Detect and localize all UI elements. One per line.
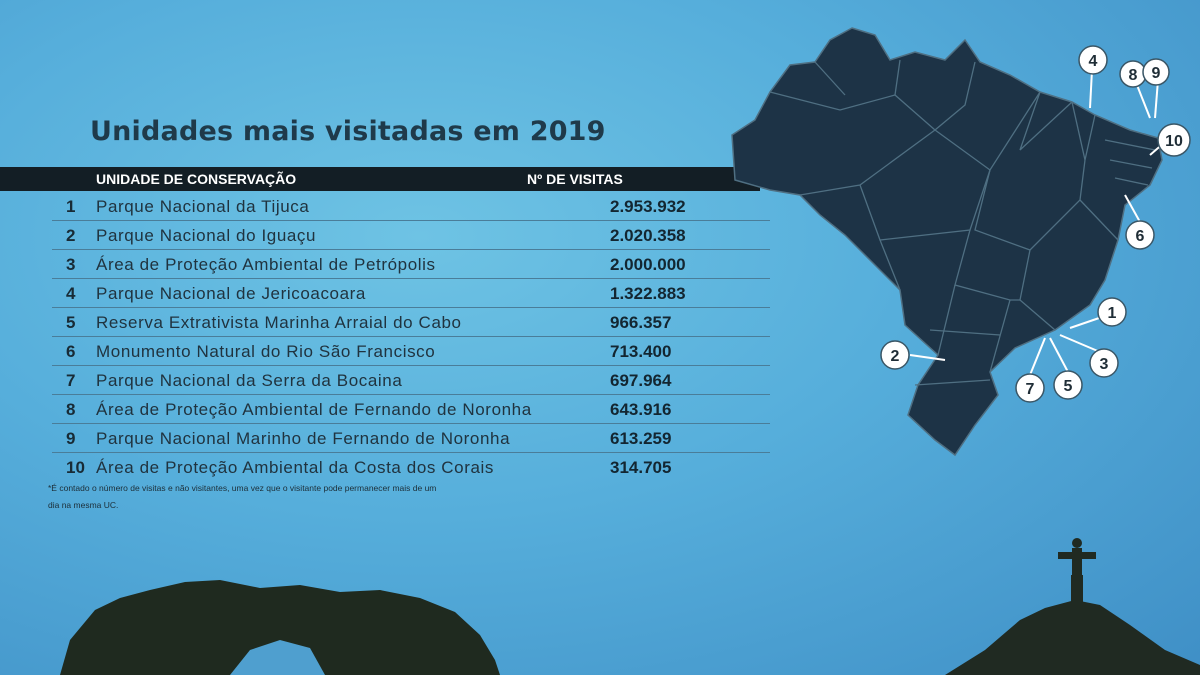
column-header-unit: UNIDADE DE CONSERVAÇÃO xyxy=(96,171,297,187)
row-rank: 4 xyxy=(66,284,76,303)
table-header: UNIDADE DE CONSERVAÇÃO Nº DE VISITAS xyxy=(0,167,760,191)
row-name: Parque Nacional da Tijuca xyxy=(96,197,310,216)
svg-text:1: 1 xyxy=(1108,305,1117,322)
row-visits: 613.259 xyxy=(610,429,672,448)
page-title: Unidades mais visitadas em 2019 xyxy=(90,116,606,147)
row-visits: 314.705 xyxy=(610,458,672,477)
rock-silhouette xyxy=(60,580,500,675)
row-rank: 3 xyxy=(66,255,76,274)
table-row: 3 Área de Proteção Ambiental de Petrópol… xyxy=(52,250,770,279)
row-rank: 10 xyxy=(66,458,85,477)
row-name: Monumento Natural do Rio São Francisco xyxy=(96,342,436,361)
row-visits: 2.000.000 xyxy=(610,255,686,274)
marker-3: 3 xyxy=(1089,348,1119,378)
row-rank: 8 xyxy=(66,400,76,419)
marker-4: 4 xyxy=(1078,45,1108,75)
table-row: 9 Parque Nacional Marinho de Fernando de… xyxy=(52,424,770,453)
table-row: 4 Parque Nacional de Jericoacoara 1.322.… xyxy=(52,279,770,308)
svg-text:2: 2 xyxy=(891,348,900,365)
marker-2: 2 xyxy=(880,340,910,370)
marker-1: 1 xyxy=(1097,297,1127,327)
table-row: 7 Parque Nacional da Serra da Bocaina 69… xyxy=(52,366,770,395)
svg-text:6: 6 xyxy=(1136,228,1145,245)
row-visits: 2.020.358 xyxy=(610,226,686,245)
column-header-visits: Nº DE VISITAS xyxy=(527,171,623,187)
svg-text:8: 8 xyxy=(1129,67,1138,84)
row-name: Área de Proteção Ambiental de Fernando d… xyxy=(96,400,532,419)
marker-9: 9 xyxy=(1142,58,1170,86)
table-row: 1 Parque Nacional da Tijuca 2.953.932 xyxy=(52,192,770,221)
row-visits: 1.322.883 xyxy=(610,284,686,303)
brazil-outline xyxy=(731,27,1163,457)
row-name: Área de Proteção Ambiental da Costa dos … xyxy=(96,458,495,477)
christ-redeemer-silhouette xyxy=(945,538,1200,675)
marker-10: 10 xyxy=(1157,123,1191,157)
svg-text:7: 7 xyxy=(1026,381,1035,398)
marker-7: 7 xyxy=(1015,373,1045,403)
row-visits: 2.953.932 xyxy=(610,197,686,216)
row-visits: 713.400 xyxy=(610,342,672,361)
marker-8: 8 xyxy=(1119,60,1147,88)
row-rank: 7 xyxy=(66,371,76,390)
row-visits: 697.964 xyxy=(610,371,672,390)
row-name: Reserva Extrativista Marinha Arraial do … xyxy=(96,313,462,332)
svg-text:10: 10 xyxy=(1165,133,1183,150)
rock-arch-opening xyxy=(230,640,325,675)
row-visits: 966.357 xyxy=(610,313,672,332)
table-row: 8 Área de Proteção Ambiental de Fernando… xyxy=(52,395,770,424)
state-borders xyxy=(769,59,1156,386)
svg-text:3: 3 xyxy=(1100,356,1109,373)
row-rank: 2 xyxy=(66,226,76,245)
svg-text:9: 9 xyxy=(1152,65,1161,82)
row-name: Parque Nacional da Serra da Bocaina xyxy=(96,371,403,390)
svg-text:4: 4 xyxy=(1089,53,1098,70)
row-name: Área de Proteção Ambiental de Petrópolis xyxy=(96,255,436,274)
ranking-table: 1 Parque Nacional da Tijuca 2.953.932 2 … xyxy=(0,192,775,481)
row-rank: 6 xyxy=(66,342,76,361)
table-row: 2 Parque Nacional do Iguaçu 2.020.358 xyxy=(52,221,770,250)
marker-6: 6 xyxy=(1125,220,1155,250)
table-row: 5 Reserva Extrativista Marinha Arraial d… xyxy=(52,308,770,337)
row-name: Parque Nacional do Iguaçu xyxy=(96,226,317,245)
row-visits: 643.916 xyxy=(610,400,672,419)
row-rank: 5 xyxy=(66,313,76,332)
marker-5: 5 xyxy=(1053,370,1083,400)
row-rank: 9 xyxy=(66,429,76,448)
row-name: Parque Nacional de Jericoacoara xyxy=(96,284,366,303)
table-row: 6 Monumento Natural do Rio São Francisco… xyxy=(52,337,770,366)
footnote: *É contado o número de visitas e não vis… xyxy=(48,483,437,510)
svg-text:5: 5 xyxy=(1064,378,1073,395)
row-rank: 1 xyxy=(66,197,76,216)
row-name: Parque Nacional Marinho de Fernando de N… xyxy=(96,429,511,448)
table-row: 10 Área de Proteção Ambiental da Costa d… xyxy=(52,453,770,481)
